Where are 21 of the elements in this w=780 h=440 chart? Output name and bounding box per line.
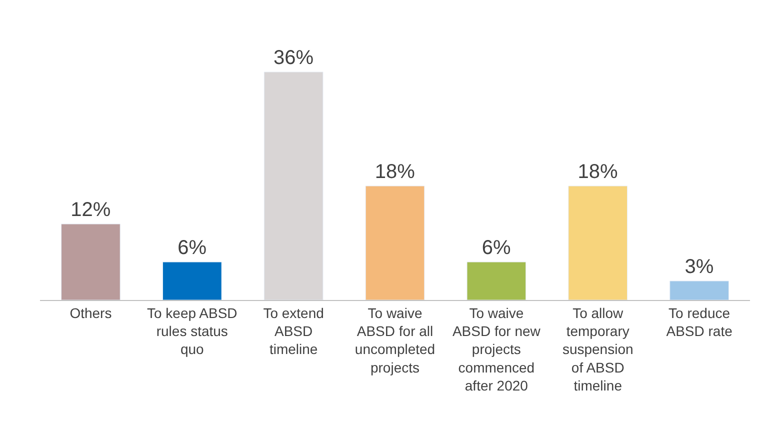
x-tick-label: To allow temporary suspension of ABSD timeline	[562, 304, 634, 394]
x-tick-label: To reduce ABSD rate	[666, 304, 733, 339]
data-label: 6%	[178, 237, 207, 259]
x-tick-label: Others	[70, 304, 112, 321]
x-tick-label: To waive ABSD for new projects commenced after 2020	[452, 304, 542, 394]
x-tick-label: To extend ABSD timeline	[263, 304, 324, 358]
data-label: 6%	[482, 237, 511, 259]
bar	[466, 262, 526, 300]
x-tick-label: To waive ABSD for all uncompleted projects	[354, 304, 436, 376]
data-label: 18%	[374, 161, 416, 183]
bar	[365, 186, 425, 300]
bar	[568, 186, 628, 300]
bar	[264, 72, 324, 300]
data-label: 12%	[70, 199, 111, 221]
bar	[162, 262, 222, 300]
data-label: 18%	[578, 161, 618, 183]
bar	[61, 224, 120, 300]
data-label: 36%	[273, 47, 314, 69]
x-tick-label: To keep ABSD rules status quo	[147, 304, 238, 358]
data-label: 3%	[684, 256, 714, 278]
bar	[670, 280, 729, 300]
